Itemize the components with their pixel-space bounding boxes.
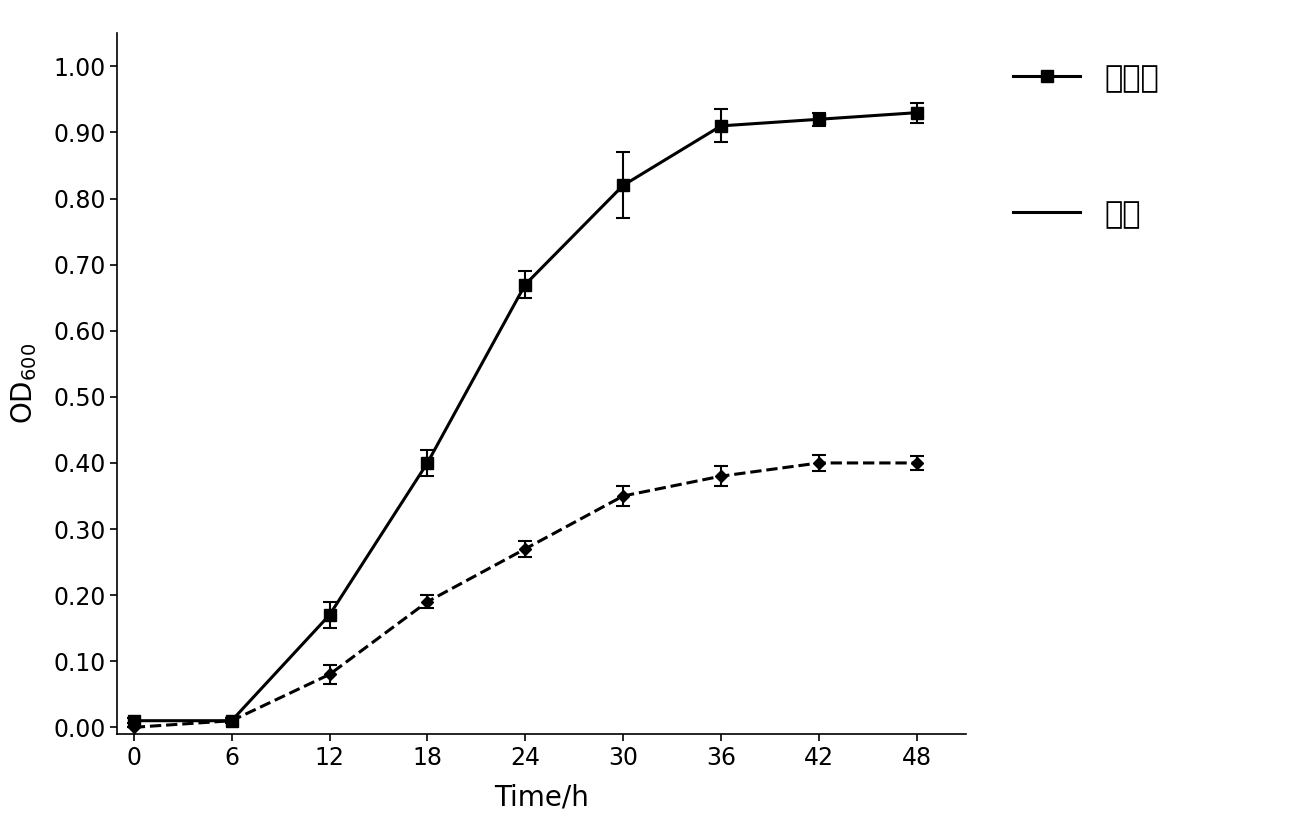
Y-axis label: OD$_{600}$: OD$_{600}$ bbox=[9, 343, 39, 425]
X-axis label: Time/h: Time/h bbox=[495, 784, 589, 811]
Legend: 转化子, 对照: 转化子, 对照 bbox=[998, 48, 1174, 244]
